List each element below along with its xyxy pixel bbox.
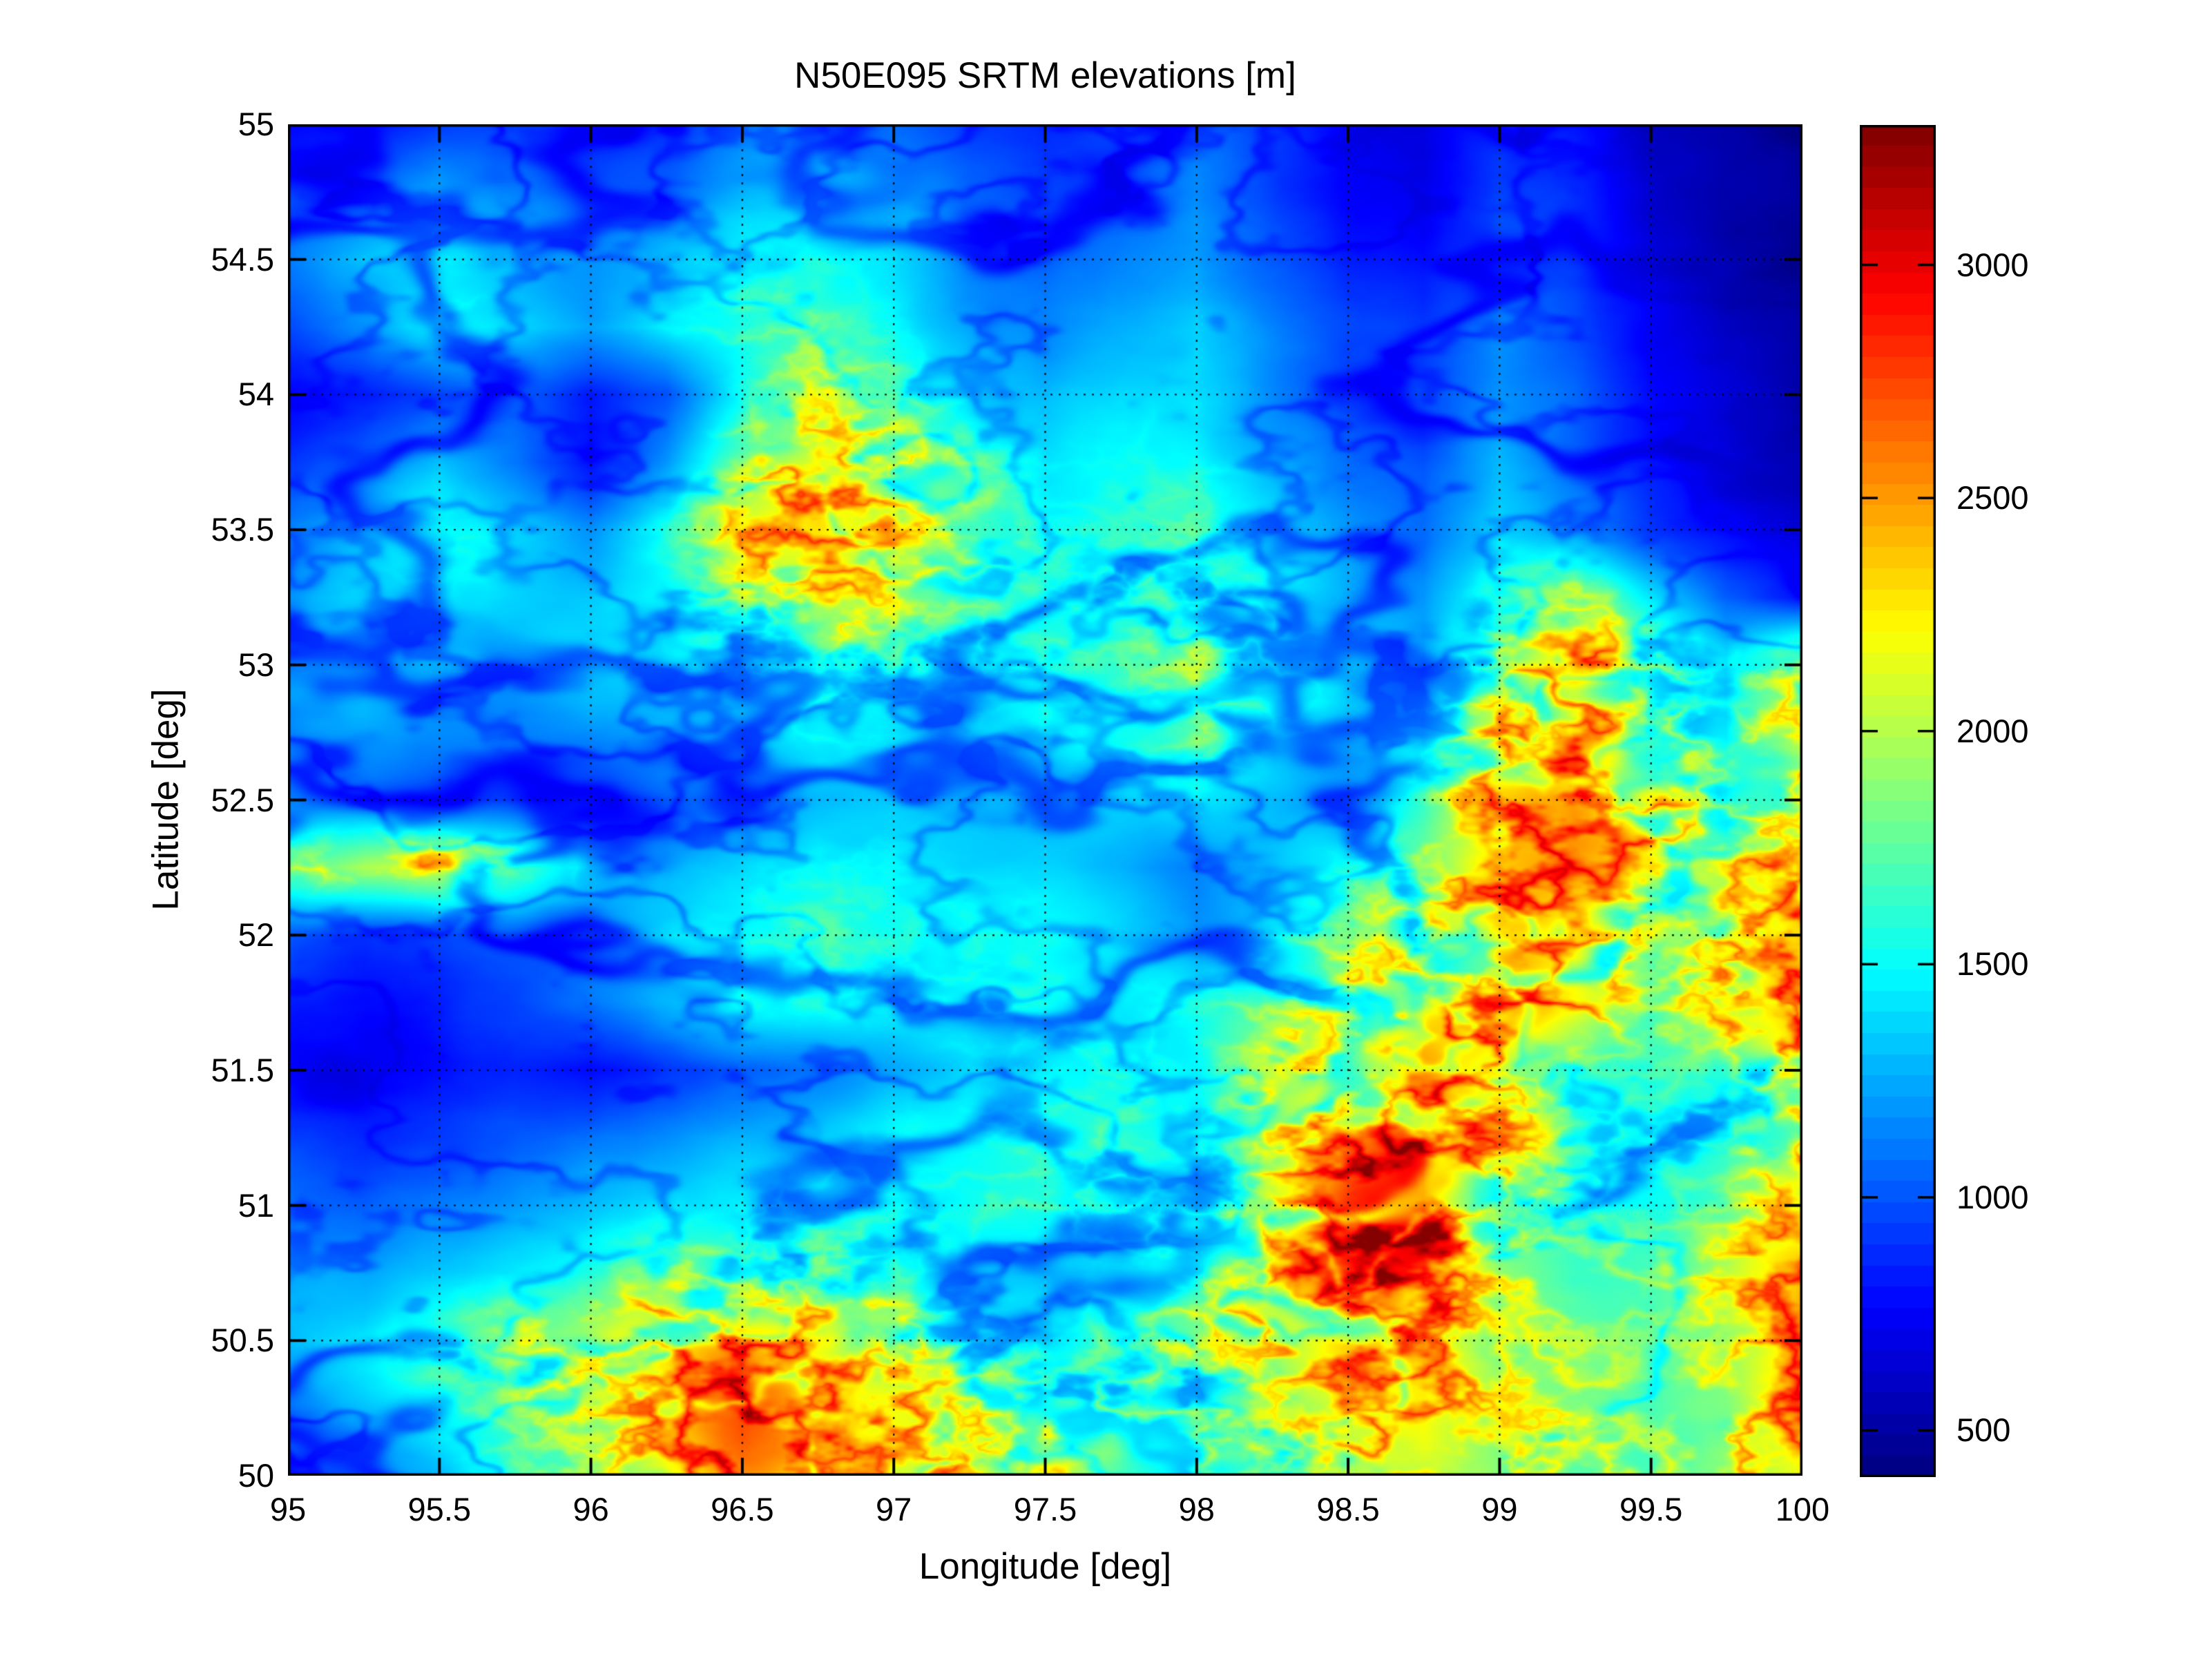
- y-tick-label: 52.5: [211, 781, 274, 818]
- y-tick-label: 50.5: [211, 1322, 274, 1359]
- colorbar-canvas: [1860, 125, 1936, 1477]
- colorbar-tick-label: 1000: [1956, 1178, 2029, 1215]
- x-tick-label: 95: [269, 1491, 307, 1527]
- x-tick-label: 99.5: [1619, 1491, 1683, 1527]
- colorbar-tick-label: 2500: [1956, 479, 2029, 517]
- x-tick-label: 98.5: [1316, 1491, 1380, 1527]
- x-tick-label: 97: [876, 1491, 912, 1527]
- colorbar-tick-label: 500: [1956, 1411, 2011, 1449]
- colorbar-tick-label: 2000: [1956, 712, 2029, 749]
- y-tick-label: 54.5: [211, 240, 274, 278]
- y-tick-label: 50: [238, 1457, 274, 1494]
- y-tick-label: 53: [238, 646, 274, 683]
- elevation-heatmap-canvas: [288, 124, 1802, 1476]
- chart-title: N50E095 SRTM elevations [m]: [794, 55, 1296, 96]
- y-tick-label: 51.5: [211, 1051, 274, 1088]
- y-tick-label: 55: [238, 106, 274, 142]
- y-tick-label: 52: [238, 916, 274, 954]
- y-tick-label: 51: [238, 1186, 274, 1224]
- x-tick-label: 98: [1178, 1491, 1215, 1527]
- x-tick-label: 99: [1481, 1491, 1518, 1527]
- x-tick-label: 95.5: [407, 1491, 472, 1527]
- y-tick-label: 54: [238, 376, 274, 413]
- colorbar-tick-label: 3000: [1956, 246, 2029, 283]
- x-tick-label: 97.5: [1013, 1491, 1077, 1527]
- y-tick-label: 53.5: [211, 511, 274, 548]
- x-tick-label: 100: [1775, 1491, 1830, 1527]
- x-tick-label: 96: [573, 1491, 609, 1527]
- x-tick-label: 96.5: [711, 1491, 774, 1527]
- colorbar-tick-label: 1500: [1956, 945, 2029, 983]
- x-axis-label: Longitude [deg]: [919, 1546, 1172, 1587]
